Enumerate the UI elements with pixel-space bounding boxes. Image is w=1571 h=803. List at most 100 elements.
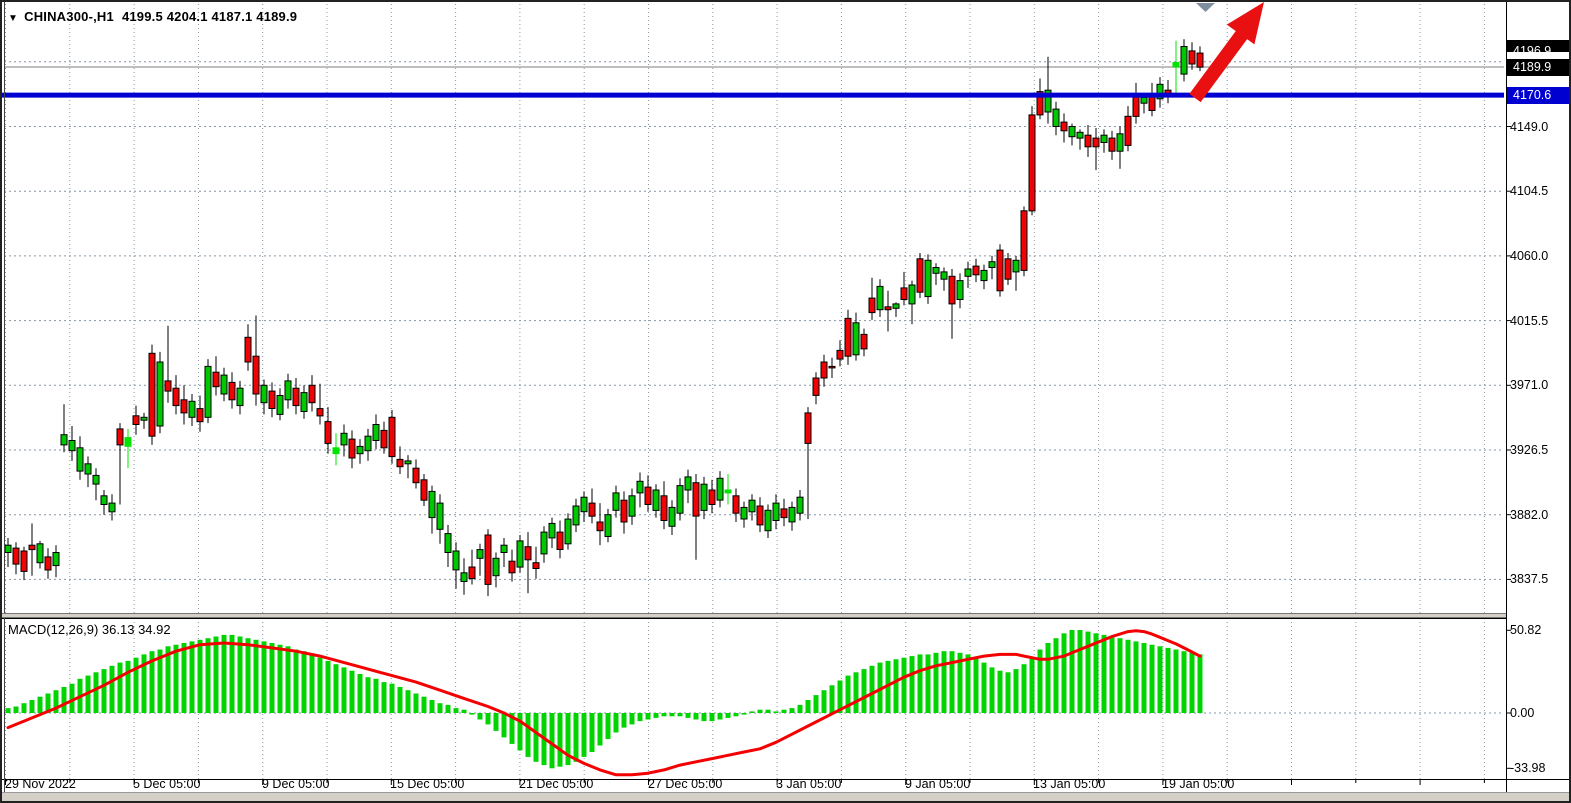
candle-body [412,467,420,484]
trend-arrow-object[interactable] [1189,2,1264,103]
candle-body [140,416,148,421]
candle-body [812,377,820,396]
macd-histogram-bar [1165,647,1171,713]
macd-histogram-bar [965,654,971,713]
candle-body [1116,133,1124,152]
price-axis-label: 4060.0 [1510,249,1549,263]
candle-body [420,479,428,501]
time-axis-label: 19 Jan 05:00 [1162,777,1235,791]
macd-histogram-bar [421,696,427,713]
candle-body [956,280,964,301]
candle-body [1044,89,1052,113]
candle-body [500,544,508,554]
macd-histogram-bar [733,713,739,717]
chart-shift-marker[interactable] [1196,3,1215,12]
price-axis-label: 4015.5 [1510,314,1549,328]
candle-body [556,531,564,550]
macd-histogram-bar [357,674,363,713]
macd-histogram-bar [61,687,67,713]
macd-histogram-bar [925,654,931,713]
candle-body [452,550,460,571]
macd-histogram-bar [1141,643,1147,713]
macd-histogram-bar [669,713,675,717]
macd-histogram-bar [325,660,331,713]
candle-body [764,509,772,532]
macd-histogram-bar [709,713,715,722]
window-bottom-bar [2,792,1569,801]
candle-body [356,445,364,455]
price-axis-label: 3926.5 [1510,443,1549,457]
candle-body [1012,259,1020,273]
candle-body [532,562,540,570]
macd-histogram-bar [45,693,51,713]
panel-separator[interactable] [2,613,1506,618]
candle-body [724,489,732,494]
candle-body [148,352,156,437]
macd-histogram-bar [717,713,723,720]
candle-body [476,549,484,559]
macd-histogram-bar [405,690,411,713]
macd-histogram-bar [109,665,115,713]
candle-body [100,495,108,505]
macd-histogram-bar [1045,643,1051,713]
macd-histogram-bar [845,675,851,713]
macd-histogram-bar [509,713,515,744]
macd-histogram-bar [189,641,195,713]
macd-histogram-bar [229,634,235,713]
candle-body [980,269,988,282]
candle-body [68,440,76,452]
candle-body [868,297,876,314]
macd-histogram-bar [853,672,859,713]
macd-histogram-bar [1093,633,1099,713]
candle-body [620,499,628,523]
candle-body [684,476,692,491]
candle-body [332,447,340,455]
macd-histogram-bar [341,667,347,713]
macd-histogram-bar [1037,649,1043,713]
macd-histogram-bar [373,678,379,713]
candle-body [180,399,188,414]
candle-body [876,285,884,311]
macd-histogram-bar [453,708,459,713]
macd-histogram-bar [597,713,603,746]
macd-histogram-bar [1013,669,1019,713]
partial-price-badge: 4196.9 [1507,40,1569,52]
candle-body [564,518,572,545]
macd-histogram-bar [997,670,1003,713]
candle-body [156,361,164,427]
macd-histogram-bar [445,704,451,713]
candle-body [916,258,924,293]
macd-histogram-bar [757,709,763,713]
macd-histogram-bar [253,639,259,713]
macd-histogram-bar [893,659,899,713]
candle-body [428,490,436,519]
candle-body [676,485,684,514]
time-axis-label: 9 Dec 05:00 [262,777,330,791]
macd-histogram-bar [1053,638,1059,713]
candle-body [404,460,412,465]
price-axis-label: 3882.0 [1510,508,1549,522]
macd-histogram-bar [365,677,371,713]
candle-body [460,572,468,582]
candle-body [372,424,380,441]
candle-body [228,381,236,401]
candle-body [588,502,596,517]
macd-histogram-bar [901,657,907,713]
candle-body [1188,50,1196,65]
macd-histogram-bar [197,639,203,713]
candle-body [908,284,916,305]
macd-histogram-bar [413,693,419,713]
candle-body [1068,126,1076,138]
candle-body [124,437,132,447]
candle-body [732,495,740,514]
candle-body [988,261,996,269]
macd-histogram-bar [605,713,611,739]
candle-body [260,384,268,404]
macd-histogram-bar [29,700,35,713]
candle-body [836,349,844,360]
macd-histogram-bar [149,651,155,713]
macd-histogram-bar [549,713,555,769]
candle-body [444,533,452,553]
candle-body [188,400,196,418]
